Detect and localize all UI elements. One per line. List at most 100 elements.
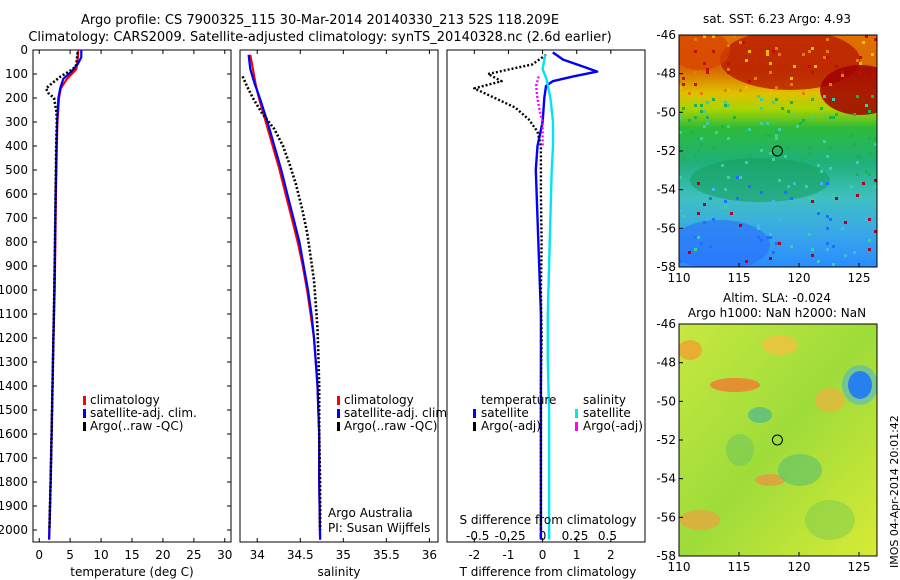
sst-pixel xyxy=(826,248,829,251)
sst-pixel xyxy=(703,125,706,128)
sst-pixel xyxy=(766,134,769,137)
sst-pixel xyxy=(769,92,772,95)
sst-pixel xyxy=(817,260,820,263)
sst-pixel xyxy=(811,116,814,119)
series-line-argo-raw-qc xyxy=(241,75,322,530)
sst-pixel xyxy=(856,95,859,98)
sst-pixel xyxy=(844,254,847,257)
temperature-series xyxy=(44,49,83,540)
series-line-argo-raw-qc xyxy=(44,52,79,531)
latitude-label: -48 xyxy=(656,356,676,370)
sst-pixel xyxy=(835,65,838,68)
sst-pixel xyxy=(712,98,715,101)
sst-pixel xyxy=(697,212,700,215)
sst-pixel xyxy=(808,233,811,236)
latitude-label: -50 xyxy=(656,394,676,408)
sst-pixel xyxy=(757,224,760,227)
longitude-label: 125 xyxy=(848,560,871,574)
sst-pixel xyxy=(844,221,847,224)
sst-pixel xyxy=(787,185,790,188)
sst-pixel xyxy=(853,113,856,116)
sst-pixel xyxy=(736,176,739,179)
legend-label-s-argo: Argo(-adj) xyxy=(583,419,643,433)
sst-pixel xyxy=(769,71,772,74)
sst-pixel xyxy=(760,107,763,110)
sst-latitude-ticks: -46 -48 -50 -52 -54 -56 -58 xyxy=(656,28,683,274)
sst-pixel xyxy=(778,218,781,221)
sst-pixel xyxy=(775,242,778,245)
sst-pixel xyxy=(850,134,853,137)
s-difference-xlabel: S difference from climatology xyxy=(460,513,637,527)
sst-pixel xyxy=(865,218,868,221)
sst-pixel xyxy=(703,62,706,65)
sst-pixel xyxy=(868,239,871,242)
difference-panel: -2 -1 0 1 2 -0.5 -0.25 0 0.25 0.5 T difference f… xyxy=(446,49,646,579)
sla-low-patch xyxy=(726,434,754,466)
sst-pixel xyxy=(859,155,862,158)
legend-label-climatology: climatology xyxy=(90,393,160,407)
sst-pixel xyxy=(703,203,706,206)
x-tick-label-top: 0 xyxy=(539,529,547,543)
sst-pixel xyxy=(868,173,871,176)
y-tick-label: 1100 xyxy=(0,307,28,321)
sst-pixel xyxy=(853,143,856,146)
sst-pixel xyxy=(769,236,772,239)
sst-pixel xyxy=(766,236,769,239)
sst-pixel xyxy=(679,116,682,119)
sst-pixel xyxy=(808,65,811,68)
sst-pixel xyxy=(712,35,715,38)
sst-pixel xyxy=(811,71,814,74)
sst-pixel xyxy=(862,41,865,44)
sst-pixel xyxy=(826,56,829,59)
sla-map-panel: Altim. SLA: -0.024 Argo h1000: NaN h2000… xyxy=(656,291,878,574)
sst-pixel xyxy=(721,125,724,128)
sst-pixel xyxy=(775,134,778,137)
sst-cold-patch xyxy=(679,220,770,267)
y-tick-label: 0 xyxy=(20,43,28,57)
salinity-xlabel: salinity xyxy=(317,565,360,579)
sst-pixel xyxy=(868,218,871,221)
sst-pixel xyxy=(853,251,856,254)
sst-pixel xyxy=(724,206,727,209)
sst-pixel xyxy=(802,119,805,122)
y-tick-label: 1700 xyxy=(0,451,28,465)
sst-pixel xyxy=(811,197,814,200)
salinity-series xyxy=(241,54,322,540)
legend-swatch-climatology xyxy=(337,396,340,405)
sla-low-patch xyxy=(748,407,772,423)
legend-label-t-satellite: satellite xyxy=(481,406,529,420)
sst-pixel xyxy=(688,119,691,122)
sst-pixel xyxy=(868,137,871,140)
legend-swatch-s-argo xyxy=(575,422,578,431)
sst-pixel xyxy=(772,200,775,203)
sst-pixel xyxy=(832,116,835,119)
y-tick-label: 500 xyxy=(5,163,28,177)
sst-pixel xyxy=(754,77,757,80)
sst-pixel xyxy=(691,131,694,134)
sst-pixel xyxy=(862,182,865,185)
sst-pixel xyxy=(775,98,778,101)
sst-pixel xyxy=(808,152,811,155)
sst-pixel xyxy=(778,242,781,245)
sst-pixel xyxy=(769,134,772,137)
sst-pixel xyxy=(808,146,811,149)
legend-swatch-satellite xyxy=(337,409,340,418)
sst-pixel xyxy=(841,227,844,230)
sst-heatmap xyxy=(679,35,877,267)
sst-pixel xyxy=(712,50,715,53)
y-tick-label: 2000 xyxy=(0,523,28,537)
sst-pixel xyxy=(868,248,871,251)
sst-pixels xyxy=(679,35,877,266)
sla-longitude-ticks: 110 115 120 125 xyxy=(668,552,871,574)
sst-pixel xyxy=(856,173,859,176)
sst-pixel xyxy=(826,155,829,158)
sst-pixel xyxy=(760,149,763,152)
sst-pixel xyxy=(703,35,706,38)
legend-swatch-argo xyxy=(337,422,340,431)
salinity-panel: 34 34.5 35 35.5 36 salinity climatology sate… xyxy=(239,49,451,579)
sst-pixel xyxy=(811,98,814,101)
sst-pixel xyxy=(811,248,814,251)
sst-pixel xyxy=(790,83,793,86)
legend-title-salinity: salinity xyxy=(583,393,626,407)
sst-pixel xyxy=(769,62,772,65)
